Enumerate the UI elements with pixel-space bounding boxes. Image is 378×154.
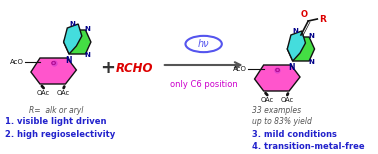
- Text: OAc: OAc: [281, 97, 294, 103]
- Text: 1. visible light driven: 1. visible light driven: [5, 117, 106, 126]
- Polygon shape: [287, 31, 305, 61]
- Text: only C6 position: only C6 position: [170, 80, 237, 89]
- Text: N: N: [293, 28, 298, 34]
- Polygon shape: [31, 58, 76, 84]
- Text: N: N: [288, 63, 295, 72]
- Text: N: N: [308, 33, 314, 39]
- Text: 3. mild conditions: 3. mild conditions: [252, 130, 337, 139]
- Text: 4. transition-metal-free: 4. transition-metal-free: [252, 142, 364, 151]
- Text: +: +: [100, 59, 115, 77]
- Text: R=  alk or aryl: R= alk or aryl: [29, 106, 84, 115]
- Text: O: O: [275, 67, 280, 73]
- Text: R: R: [319, 14, 326, 24]
- Text: O: O: [51, 61, 56, 65]
- Text: N: N: [84, 52, 90, 58]
- Text: AcO: AcO: [233, 66, 247, 72]
- Text: hν: hν: [198, 39, 209, 49]
- Text: OAc: OAc: [57, 90, 70, 96]
- Text: OAc: OAc: [261, 97, 274, 103]
- Polygon shape: [64, 24, 82, 54]
- Text: AcO: AcO: [10, 59, 24, 65]
- Text: N: N: [65, 56, 71, 65]
- Text: RCHO: RCHO: [116, 61, 153, 75]
- Text: N: N: [69, 21, 75, 27]
- Text: 33 examples: 33 examples: [252, 106, 301, 115]
- Text: O: O: [301, 10, 308, 18]
- Polygon shape: [64, 30, 91, 54]
- Text: OAc: OAc: [37, 90, 50, 96]
- Text: N: N: [308, 59, 314, 65]
- Text: 2. high regioselectivity: 2. high regioselectivity: [5, 130, 115, 139]
- Text: N: N: [84, 26, 90, 32]
- Text: up to 83% yield: up to 83% yield: [252, 117, 312, 126]
- Polygon shape: [254, 65, 300, 91]
- Polygon shape: [287, 37, 314, 61]
